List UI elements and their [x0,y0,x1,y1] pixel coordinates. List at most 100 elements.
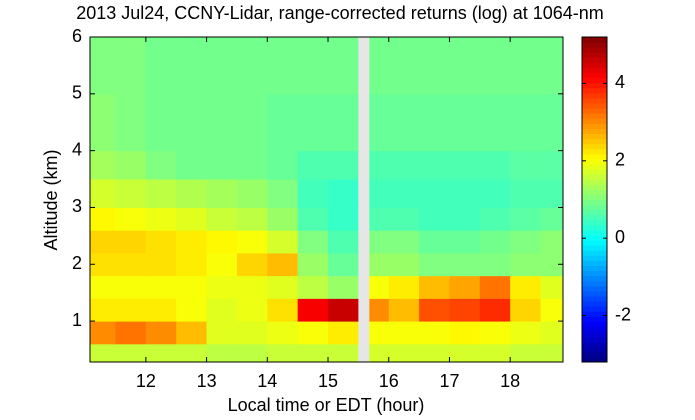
heatmap-cell [297,252,329,277]
colorbar-tick-label: 4 [615,72,625,92]
colorbar-tick-label: 2 [615,150,625,170]
heatmap-cell [369,93,390,152]
colorbar-swatch [582,285,607,292]
heatmap-cell [145,179,177,208]
heatmap-cell [328,321,359,345]
heatmap-cell [388,343,420,363]
heatmap-cell [90,230,117,254]
colorbar-swatch [582,37,607,43]
heatmap-cell [267,230,299,254]
colorbar-swatch [582,275,607,282]
colorbar-swatch [582,260,607,267]
colorbar-swatch [582,143,607,150]
heatmap-cell [369,37,390,95]
colorbar-swatch [582,123,607,129]
colorbar-swatch [582,240,607,246]
heatmap-cell [479,275,511,299]
heatmap-cell [510,252,542,277]
colorbar-swatch [582,174,607,180]
heatmap-cell [115,298,147,322]
heatmap-cell [328,179,359,208]
heatmap-cell [145,93,177,152]
heatmap-cell [479,37,511,95]
x-tick-label: 13 [197,371,217,391]
heatmap-cell [206,150,238,180]
heatmap-cell [449,93,481,152]
heatmap-cell [145,252,177,277]
plot-frame [89,36,564,363]
heatmap-cell [297,343,329,363]
heatmap-cell [176,275,208,299]
heatmap-cell [449,343,481,363]
heatmap-cell [176,298,208,322]
heatmap-cell [115,207,147,231]
heatmap-cell [419,343,450,363]
chart-title: 2013 Jul24, CCNY-Lidar, range-corrected … [76,3,604,23]
data-gap [358,207,370,231]
heatmap-cell [369,298,390,322]
colorbar-swatch [582,326,607,333]
heatmap-cell [369,321,390,345]
colorbar-swatch [582,179,607,185]
heatmap-cell [115,179,147,208]
heatmap-cell [145,37,177,95]
heatmap-cell [297,275,329,299]
heatmap-cell [449,298,481,322]
colorbar-swatch [582,128,607,134]
heatmap-cell [479,150,511,180]
heatmap-cell [328,207,359,231]
heatmap-cell [369,343,390,363]
heatmap-cell [267,275,299,299]
heatmap-cell [510,343,542,363]
heatmap-cell [297,93,329,152]
colorbar-tick-label: 0 [615,227,625,247]
data-gap [358,298,370,322]
heatmap-cell [236,150,268,180]
colorbar-swatch [582,57,607,63]
colorbar-swatch [582,265,607,272]
heatmap-cell [540,321,564,345]
heatmap-cell [176,252,208,277]
heatmap-cell [145,298,177,322]
heatmap-cell [267,150,299,180]
heatmap-cell [369,150,390,180]
heatmap-cell [328,37,359,95]
data-gap [358,252,370,277]
heatmap-cell [449,150,481,180]
heatmap-cell [206,93,238,152]
colorbar-swatch [582,194,607,200]
x-tick-label: 17 [439,371,459,391]
colorbar-swatch [582,113,607,119]
heatmap-cell [90,207,117,231]
heatmap-cell [236,298,268,322]
colorbar-swatch [582,199,607,206]
colorbar-swatch [582,336,607,343]
heatmap-cell [540,343,564,363]
heatmap-cell [388,298,420,322]
colorbar-swatch [582,87,607,94]
heatmap-cell [449,321,481,345]
heatmap-cell [267,179,299,208]
heatmap-cell [388,321,420,345]
heatmap-cell [369,179,390,208]
x-tick-label: 16 [379,371,399,391]
heatmap-cell [236,275,268,299]
heatmap-cell [90,93,117,152]
colorbar-swatch [582,42,607,48]
heatmap-cell [540,275,564,299]
heatmap-cell [176,179,208,208]
heatmap-cell [388,150,420,180]
colorbar-swatch [582,295,607,302]
colorbar-swatch [582,331,607,338]
heatmap-cell [449,275,481,299]
colorbar-swatch [582,346,607,353]
colorbar-swatch [582,163,607,170]
heatmap-cell [388,179,420,208]
y-tick-label: 2 [72,253,82,273]
heatmap-cell [176,207,208,231]
colorbar-swatch [582,67,607,74]
data-gap [358,37,370,95]
heatmap-cell [540,230,564,254]
heatmap-cell [206,298,238,322]
